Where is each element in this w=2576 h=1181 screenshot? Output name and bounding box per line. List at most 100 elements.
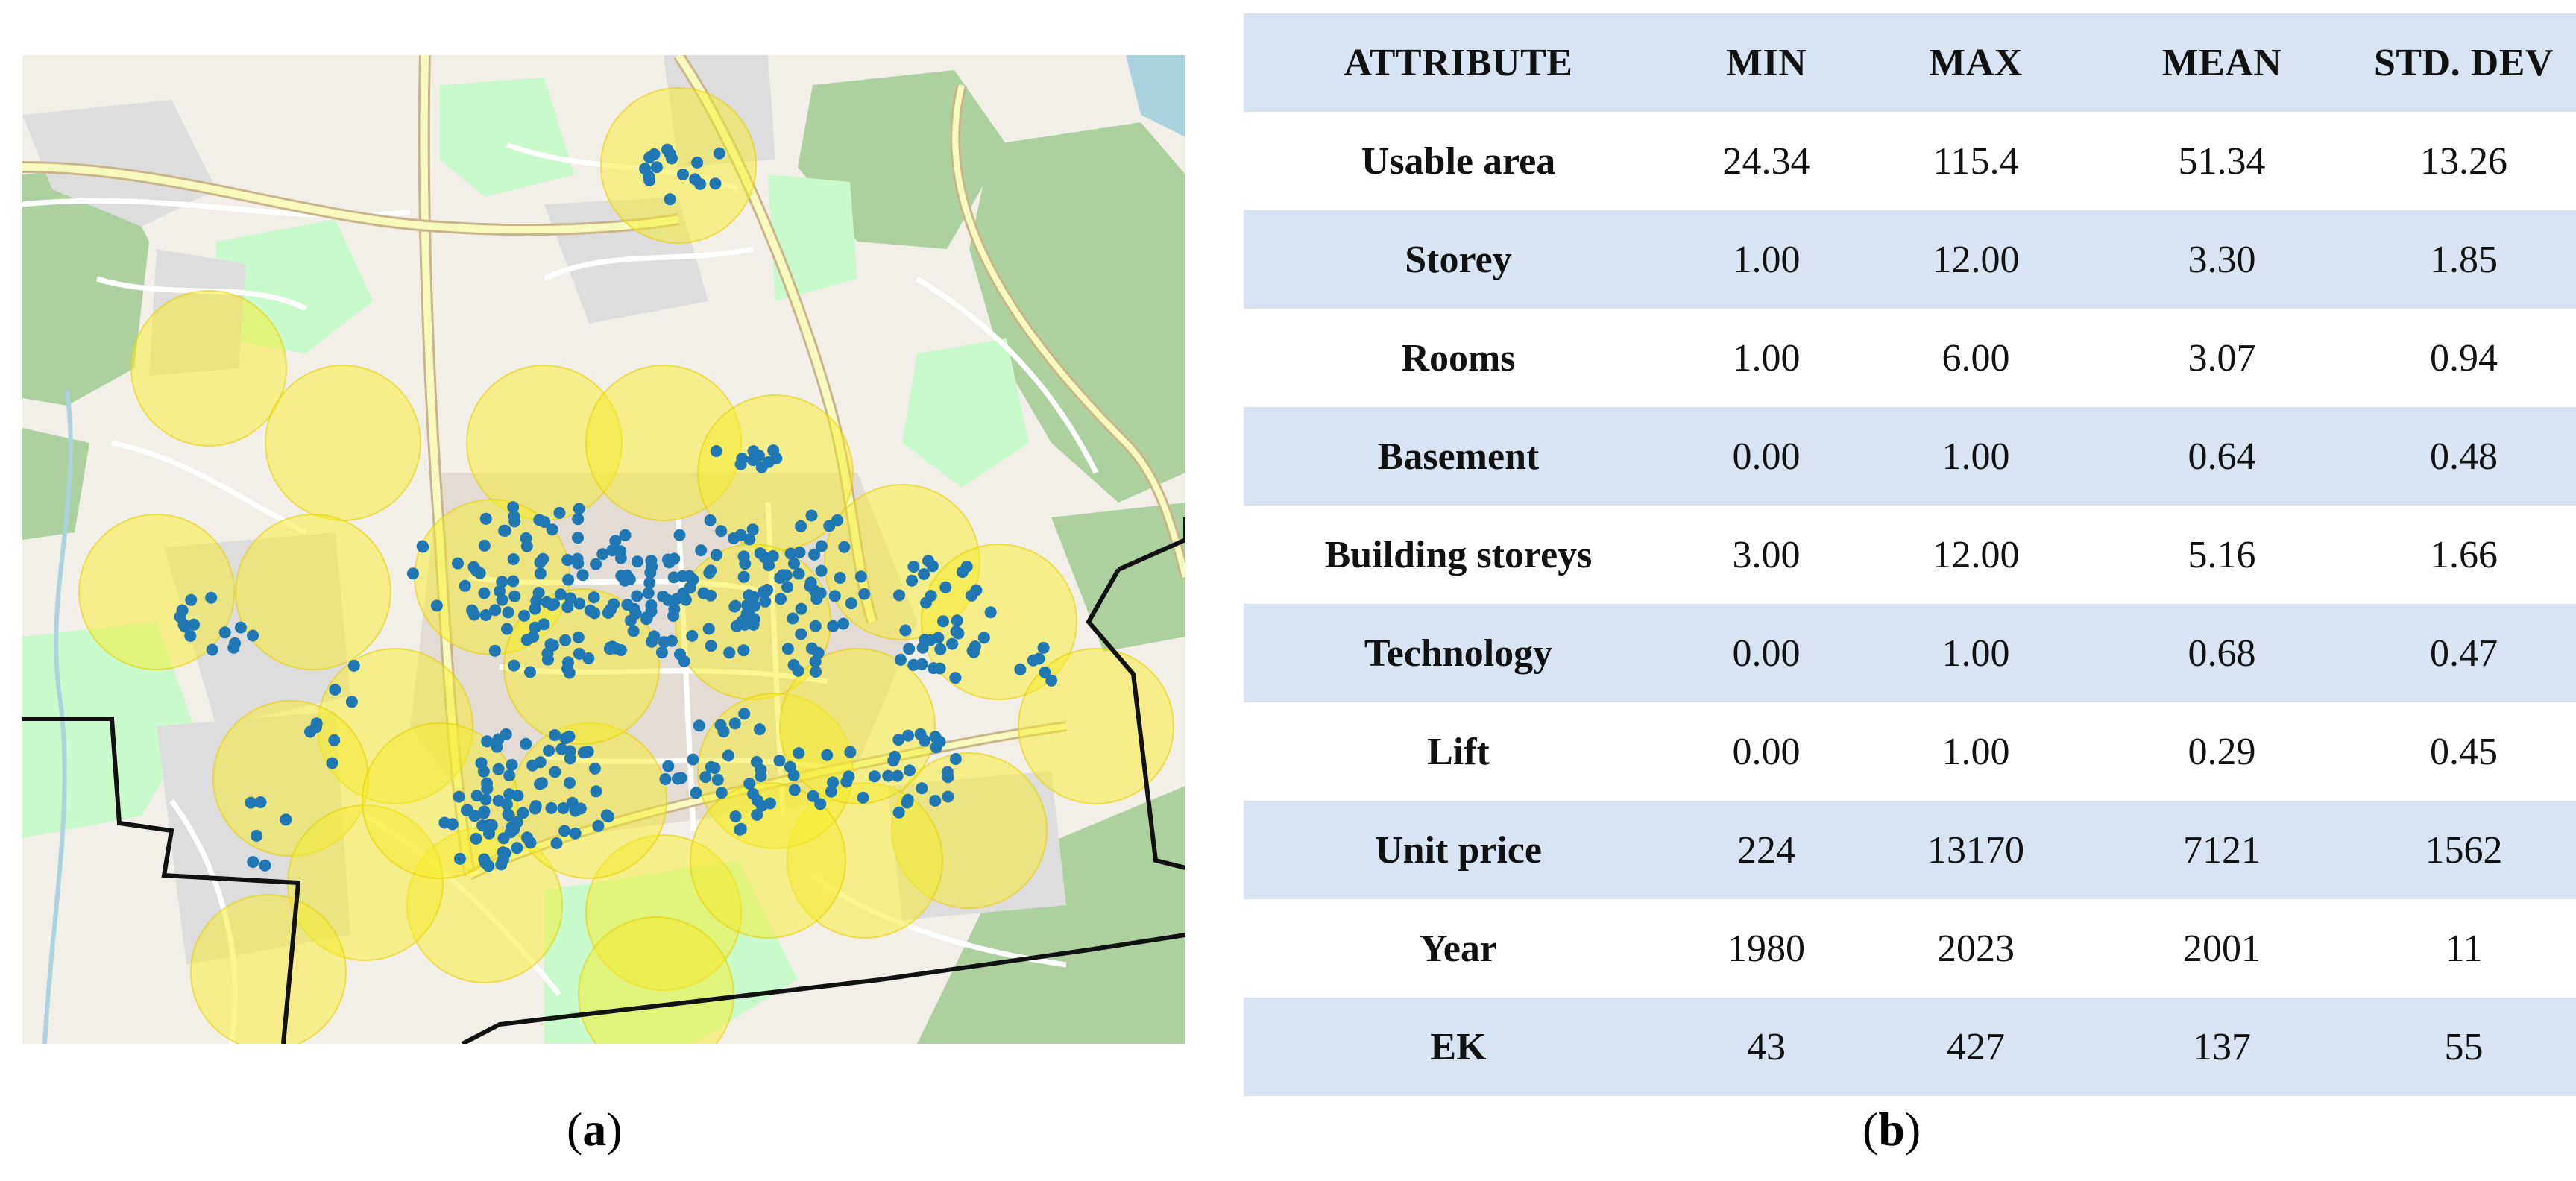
apartment-point bbox=[914, 728, 927, 740]
std-value: 11 bbox=[2445, 927, 2483, 970]
apartment-point bbox=[764, 797, 776, 810]
apartment-point bbox=[475, 757, 488, 769]
apartment-point bbox=[470, 832, 482, 845]
apartment-point bbox=[1039, 666, 1051, 678]
apartment-point bbox=[710, 549, 722, 561]
max-value: 13170 bbox=[1927, 828, 2024, 872]
apartment-point bbox=[534, 567, 547, 580]
apartment-point bbox=[569, 804, 582, 817]
apartment-point bbox=[573, 647, 585, 660]
apartment-point bbox=[430, 599, 443, 612]
apartment-point bbox=[247, 856, 259, 869]
apartment-point bbox=[176, 604, 189, 617]
apartment-point bbox=[251, 829, 263, 842]
apartment-point bbox=[549, 729, 561, 741]
buffer-zone bbox=[690, 782, 846, 939]
apartment-point bbox=[328, 734, 341, 746]
apartment-point bbox=[984, 606, 997, 619]
apartment-point bbox=[949, 753, 962, 765]
apartment-point bbox=[559, 634, 572, 646]
apartment-point bbox=[821, 749, 834, 761]
attribute-name: Basement bbox=[1377, 435, 1540, 478]
apartment-point bbox=[184, 630, 197, 642]
apartment-point bbox=[494, 585, 506, 597]
apartment-point bbox=[588, 591, 600, 604]
apartment-point bbox=[734, 823, 746, 836]
apartment-point bbox=[541, 596, 553, 608]
apartment-point bbox=[543, 744, 555, 757]
apartment-point bbox=[737, 570, 750, 583]
apartment-point bbox=[825, 785, 837, 798]
min-value: 43 bbox=[1747, 1025, 1786, 1068]
std-value: 1.85 bbox=[2430, 238, 2498, 281]
std-value: 0.47 bbox=[2430, 632, 2498, 675]
mean-value: 3.30 bbox=[2188, 238, 2256, 281]
attribute-name: Lift bbox=[1427, 730, 1490, 773]
apartment-point bbox=[467, 561, 480, 573]
header-attribute: ATTRIBUTE bbox=[1344, 41, 1573, 84]
apartment-point bbox=[501, 623, 513, 635]
apartment-point bbox=[596, 548, 609, 561]
mean-value: 2001 bbox=[2183, 927, 2261, 970]
apartment-point bbox=[508, 590, 521, 602]
apartment-point bbox=[743, 589, 755, 602]
apartment-point bbox=[562, 573, 575, 586]
buffer-zone bbox=[78, 514, 235, 670]
apartment-point bbox=[840, 775, 853, 788]
apartment-point bbox=[527, 631, 540, 643]
apartment-point bbox=[572, 631, 585, 643]
apartment-point bbox=[446, 818, 459, 831]
mean-value: 0.64 bbox=[2188, 435, 2256, 478]
apartment-point bbox=[942, 790, 954, 803]
apartment-point bbox=[743, 778, 756, 790]
std-value: 0.45 bbox=[2430, 730, 2498, 773]
table-row: Usable area 24.34 115.4 51.34 13.26 bbox=[1244, 112, 2576, 210]
apartment-point bbox=[773, 755, 786, 767]
apartment-point bbox=[590, 785, 602, 798]
apartment-point bbox=[619, 529, 632, 541]
apartment-point bbox=[500, 728, 512, 740]
apartment-point bbox=[815, 540, 828, 552]
mean-value: 0.68 bbox=[2188, 632, 2256, 675]
apartment-point bbox=[1045, 674, 1058, 687]
apartment-point bbox=[691, 157, 704, 169]
map-stream bbox=[42, 390, 73, 1044]
apartment-point bbox=[694, 177, 706, 190]
apartment-point bbox=[932, 632, 945, 644]
apartment-point bbox=[715, 525, 728, 538]
apartment-point bbox=[837, 617, 850, 630]
table-row: Basement 0.00 1.00 0.64 0.48 bbox=[1244, 407, 2576, 506]
max-value: 12.00 bbox=[1932, 533, 2020, 576]
apartment-point bbox=[602, 810, 614, 823]
apartment-point bbox=[887, 755, 900, 767]
apartment-point bbox=[784, 547, 797, 560]
apartment-point bbox=[968, 646, 980, 658]
apartment-point bbox=[795, 520, 807, 532]
apartment-point bbox=[545, 801, 558, 814]
attribute-name: Storey bbox=[1405, 238, 1512, 281]
apartment-point bbox=[185, 593, 198, 606]
apartment-point bbox=[748, 613, 760, 626]
caption-b: (b) bbox=[1862, 1103, 1921, 1156]
apartment-point bbox=[693, 719, 705, 732]
apartment-point bbox=[1014, 663, 1027, 675]
apartment-point bbox=[609, 535, 622, 547]
apartment-point bbox=[713, 147, 725, 160]
apartment-point bbox=[949, 672, 962, 684]
apartment-point bbox=[759, 595, 772, 608]
apartment-point bbox=[753, 450, 766, 462]
apartment-point bbox=[854, 570, 867, 583]
apartment-point bbox=[498, 524, 511, 537]
apartment-point bbox=[569, 827, 582, 840]
apartment-point bbox=[751, 808, 763, 821]
apartment-point bbox=[247, 629, 259, 642]
apartment-point bbox=[592, 819, 605, 832]
table-row: Storey 1.00 12.00 3.30 1.85 bbox=[1244, 210, 2576, 309]
apartment-point bbox=[926, 560, 939, 573]
apartment-point bbox=[667, 610, 680, 622]
buffer-zone bbox=[130, 290, 287, 447]
attribute-name: Year bbox=[1420, 927, 1497, 970]
apartment-point bbox=[741, 599, 754, 611]
map-panel bbox=[22, 55, 1185, 1044]
apartment-point bbox=[503, 788, 516, 801]
